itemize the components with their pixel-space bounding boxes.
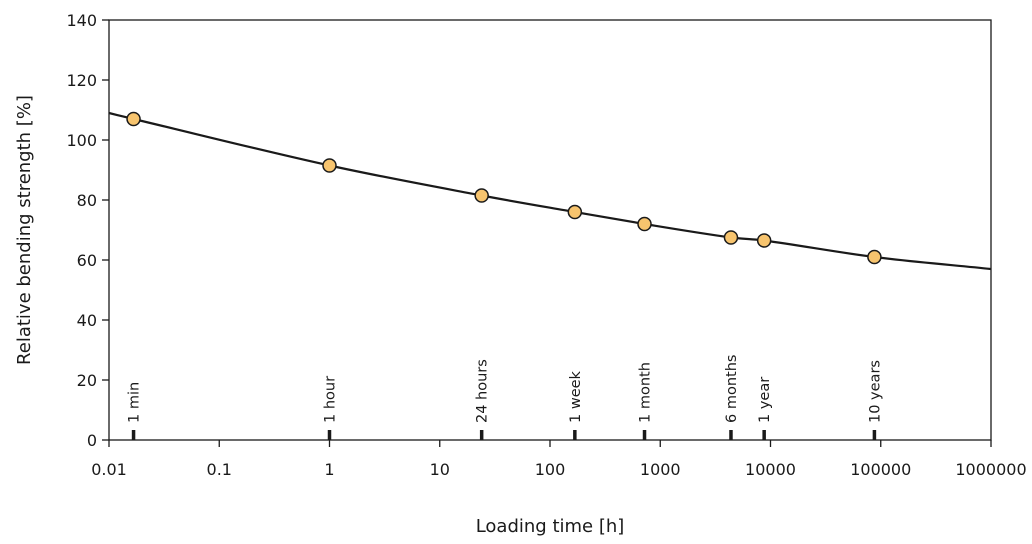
data-point — [637, 216, 652, 232]
x-tick-label: 0.01 — [91, 460, 127, 479]
data-points — [126, 111, 882, 265]
x-tick-label: 100000 — [850, 460, 911, 479]
y-tick-label: 20 — [77, 371, 97, 390]
x-tick-label: 100 — [535, 460, 566, 479]
data-point — [723, 230, 739, 245]
y-tick-label: 80 — [77, 191, 97, 210]
x-axis-title: Loading time [h] — [476, 516, 625, 537]
time-marker-label: 1 week — [568, 370, 584, 423]
time-marker-label: 6 months — [724, 355, 740, 423]
data-point — [474, 188, 489, 203]
x-tick-label: 10 — [430, 460, 450, 479]
y-tick-label: 120 — [66, 71, 97, 90]
y-tick-label: 140 — [66, 11, 97, 30]
y-tick-label: 100 — [66, 131, 97, 150]
time-marker-label: 10 years — [867, 360, 883, 423]
x-axis: 0.01 0.1 1 10 100 1000 10000 100000 1000000 — [91, 440, 1027, 479]
y-tick-label: 40 — [77, 311, 97, 330]
x-tick-label: 1 — [324, 460, 334, 479]
data-point — [756, 233, 772, 248]
data-point — [567, 204, 583, 220]
x-tick-label: 0.1 — [207, 460, 232, 479]
time-marker-label: 1 hour — [323, 376, 339, 423]
x-tick-label: 1000 — [640, 460, 681, 479]
x-tick-label: 10000 — [745, 460, 796, 479]
time-markers: 1 min 1 hour 24 hours 1 week 1 month 6 months… — [127, 355, 883, 440]
strength-curve — [108, 111, 992, 271]
y-tick-label: 60 — [77, 251, 97, 270]
time-marker-label: 24 hours — [475, 359, 491, 423]
y-axis-title: Relative bending strength [%] — [14, 95, 35, 365]
time-marker-label: 1 year — [757, 377, 773, 423]
data-point — [867, 249, 882, 265]
time-marker-label: 1 month — [638, 362, 654, 423]
y-axis: 0 20 40 60 80 100 120 140 — [66, 11, 109, 450]
data-point — [126, 111, 141, 127]
data-point — [322, 158, 337, 173]
x-tick-label: 1000000 — [955, 460, 1026, 479]
time-marker-label: 1 min — [127, 382, 143, 423]
y-tick-label: 0 — [87, 431, 97, 450]
plot-frame — [108, 19, 992, 441]
